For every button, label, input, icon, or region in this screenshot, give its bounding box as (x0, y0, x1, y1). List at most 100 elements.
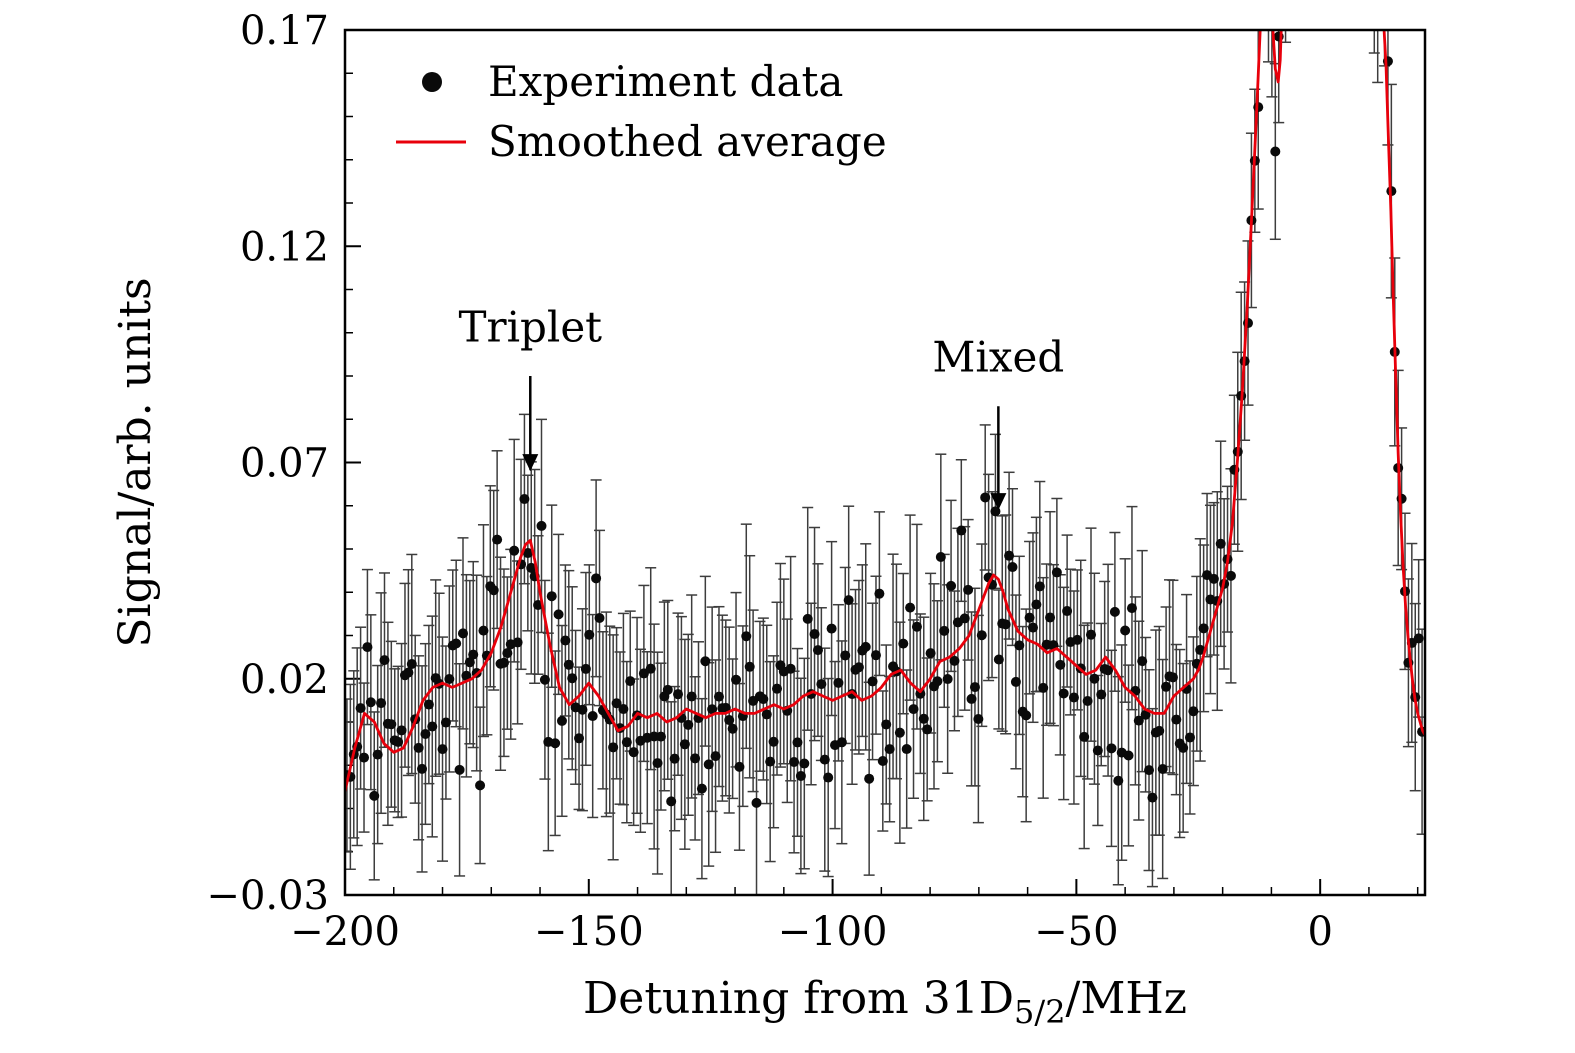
scatter-point (440, 717, 451, 728)
scatter-point (413, 742, 424, 753)
scatter-point (611, 698, 622, 709)
scatter-point (662, 684, 673, 695)
scatter-point (1188, 706, 1199, 717)
scatter-point (519, 494, 530, 505)
scatter-point (949, 655, 960, 666)
scatter-point (512, 637, 523, 648)
scatter-point (522, 548, 533, 559)
scatter-point (1195, 644, 1206, 655)
scatter-point (959, 613, 970, 624)
scatter-point (1103, 665, 1114, 676)
scatter-point (587, 711, 598, 722)
annotation-label: Mixed (932, 333, 1064, 382)
scatter-point (365, 697, 376, 708)
scatter-point (355, 703, 366, 714)
scatter-point (594, 613, 605, 624)
y-axis-label: Signal/arb. units (110, 277, 161, 647)
scatter-point (942, 674, 953, 685)
scatter-point (1096, 689, 1107, 700)
scatter-point (1092, 745, 1103, 756)
scatter-point (881, 719, 892, 730)
scatter-point (731, 674, 742, 685)
scatter-point (1208, 573, 1219, 584)
scatter-point (1082, 695, 1093, 706)
scatter-point (826, 623, 837, 634)
scatter-point (536, 520, 547, 531)
scatter-point (710, 751, 721, 762)
scatter-point (922, 724, 933, 735)
scatter-point (396, 725, 407, 736)
experiment-data-series (345, 0, 1425, 808)
scatter-point (1137, 656, 1148, 667)
scatter-point (785, 663, 796, 674)
scatter-point (751, 797, 762, 808)
scatter-point (618, 704, 629, 715)
legend-marker-dot (422, 72, 442, 92)
scatter-point (386, 719, 397, 730)
scatter-point (1126, 603, 1137, 614)
scatter-point (874, 588, 885, 599)
annotation-arrow-head (990, 493, 1007, 511)
scatter-point (696, 783, 707, 794)
scatter-point (1243, 318, 1254, 329)
scatter-point (1021, 710, 1032, 721)
scatter-point (864, 773, 875, 784)
scatter-point (539, 674, 550, 685)
scatter-point (362, 642, 373, 653)
scatter-point (946, 580, 957, 591)
annotation-label: Triplet (458, 302, 602, 351)
scatter-point (526, 562, 537, 573)
scatter-point (669, 753, 680, 764)
scatter-point (1373, 0, 1383, 9)
scatter-point (908, 704, 919, 715)
scatter-point (761, 709, 772, 720)
scatter-point (741, 631, 752, 642)
scatter-point (792, 737, 803, 748)
scatter-point (932, 676, 943, 687)
scatter-point (1144, 765, 1155, 776)
scatter-point (556, 715, 567, 726)
scatter-point (823, 772, 834, 783)
scatter-point (1154, 725, 1165, 736)
scatter-point (1072, 634, 1083, 645)
scatter-point (1010, 676, 1021, 687)
scatter-point (898, 638, 909, 649)
scatter-point (795, 770, 806, 781)
scatter-point (690, 753, 701, 764)
scatter-point (608, 742, 619, 753)
scatter-point (457, 628, 468, 639)
scatter-point (1024, 612, 1035, 623)
scatter-point (1068, 692, 1079, 703)
scatter-point (836, 737, 847, 748)
scatter-point (437, 744, 448, 755)
scatter-point (1051, 567, 1062, 578)
scatter-point (509, 545, 520, 556)
scatter-point (621, 737, 632, 748)
scatter-point (1113, 775, 1124, 786)
scatter-point (911, 621, 922, 632)
x-tick-label: −200 (290, 909, 400, 955)
scatter-point (976, 630, 987, 641)
smoothed-average-line (345, 30, 1425, 792)
scatter-point (584, 629, 595, 640)
y-tick-label: −0.03 (206, 873, 329, 919)
scatter-point (451, 638, 462, 649)
scatter-point (376, 698, 387, 709)
scatter-point (369, 790, 380, 801)
scatter-point (758, 694, 769, 705)
scatter-point (403, 667, 414, 678)
axis-ticks (344, 29, 1419, 896)
scatter-point (492, 534, 503, 545)
scatter-point (980, 492, 991, 503)
scatter-point (867, 676, 878, 687)
scatter-point (1089, 673, 1100, 684)
scatter-point (1058, 688, 1069, 699)
x-tick-label: −100 (778, 909, 888, 955)
scatter-point (966, 693, 977, 704)
scatter-point (464, 657, 475, 668)
scatter-point (734, 761, 745, 772)
x-tick-label: −150 (534, 909, 644, 955)
scatter-point (1167, 672, 1178, 683)
scatter-point (905, 602, 916, 613)
